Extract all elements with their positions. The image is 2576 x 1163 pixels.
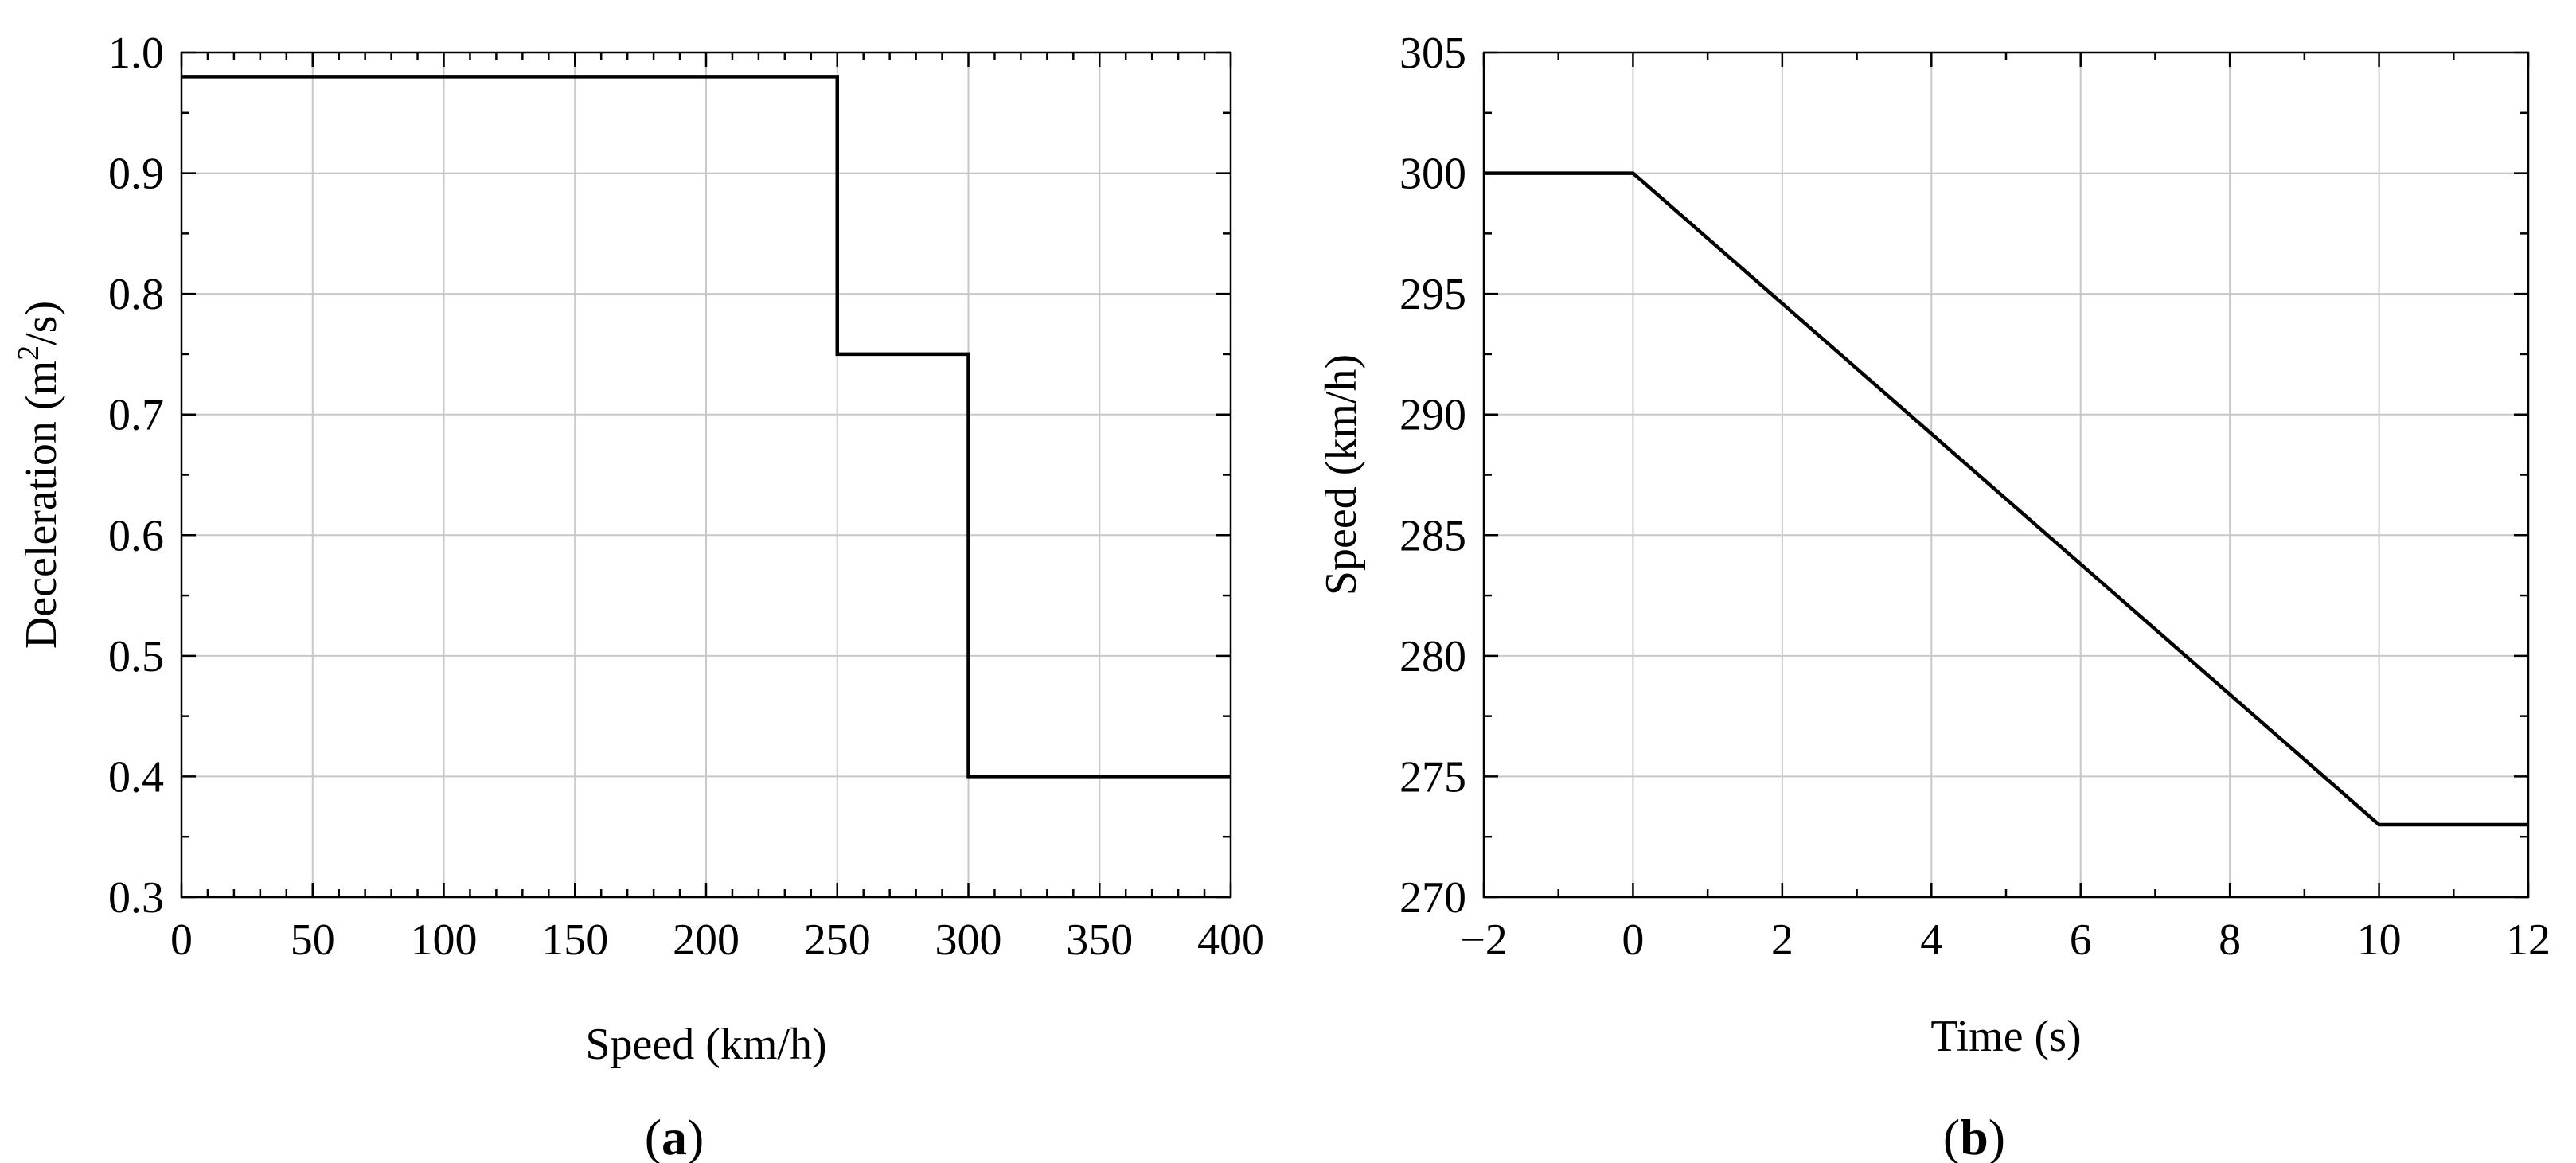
x-tick-label: 8 [2219, 915, 2241, 965]
x-axis-title: Speed (km/h) [585, 1020, 826, 1069]
chart-panel-a: 0 50 100 150 200 250 300 350 400 0.3 0.4 0.5 0.6 0.7 0… [12, 29, 1264, 1163]
x-tick-label: 100 [411, 915, 478, 965]
panel-label-open-paren: ( [1943, 1109, 1960, 1163]
x-tick-label: 0 [170, 915, 193, 965]
y-tick-label: 300 [1399, 150, 1466, 199]
x-tick-label: 6 [2070, 915, 2092, 965]
series-line-b [1484, 171, 2528, 827]
y-tick-label: 285 [1399, 511, 1466, 560]
y-tick-label: 275 [1399, 752, 1466, 802]
y-axis-title: Deceleration (m2/s) [12, 301, 66, 649]
y-tick-label: 280 [1399, 632, 1466, 681]
y-axis-title-superscript: 2 [12, 345, 45, 361]
y-tick-label: 0.3 [108, 873, 164, 923]
x-tick-label: 0 [1622, 915, 1644, 965]
x-tick-label: 350 [1066, 915, 1133, 965]
x-tick-label: −2 [1460, 915, 1508, 965]
y-tick-label: 0.8 [108, 270, 164, 319]
panel-label-letter: a [662, 1109, 687, 1163]
x-tick-label: 400 [1197, 915, 1264, 965]
x-tick-label: 10 [2357, 915, 2402, 965]
x-tick-label: 250 [804, 915, 871, 965]
panel-label-b: (b) [1943, 1109, 2005, 1163]
y-tick-label: 290 [1399, 391, 1466, 440]
y-tick-label: 305 [1399, 29, 1466, 78]
y-tick-label: 0.7 [108, 391, 164, 440]
y-tick-label: 0.5 [108, 632, 164, 681]
y-tick-label: 0.9 [108, 150, 164, 199]
x-tick-label: 200 [673, 915, 740, 965]
panel-label-close-paren: ) [687, 1109, 704, 1163]
chart-panel-b: −2 0 2 4 6 8 10 12 270 275 280 285 290 295 300 305 Time … [1317, 29, 2551, 1163]
y-tick-label: 0.4 [108, 752, 164, 802]
y-tick-label: 270 [1399, 873, 1466, 923]
x-tick-label: 4 [1920, 915, 1942, 965]
y-axis-title-prefix: Deceleration (m [17, 361, 66, 649]
x-tick-label: 2 [1771, 915, 1793, 965]
y-tick-label: 295 [1399, 270, 1466, 319]
panel-label-a: (a) [645, 1109, 704, 1163]
y-tick-label: 0.6 [108, 511, 164, 560]
y-tick-label: 1.0 [108, 29, 164, 78]
y-axis-title-suffix: /s) [17, 301, 66, 345]
panel-label-close-paren: ) [1989, 1109, 2005, 1163]
x-tick-label: 300 [935, 915, 1002, 965]
x-tick-label: 50 [291, 915, 335, 965]
x-tick-label: 150 [541, 915, 608, 965]
y-axis-title: Speed (km/h) [1317, 354, 1366, 595]
series-line-a [181, 75, 1231, 779]
x-tick-label: 12 [2506, 915, 2551, 965]
x-axis-title: Time (s) [1930, 1012, 2081, 1061]
panel-label-letter: b [1960, 1109, 1989, 1163]
panel-label-open-paren: ( [645, 1109, 662, 1163]
